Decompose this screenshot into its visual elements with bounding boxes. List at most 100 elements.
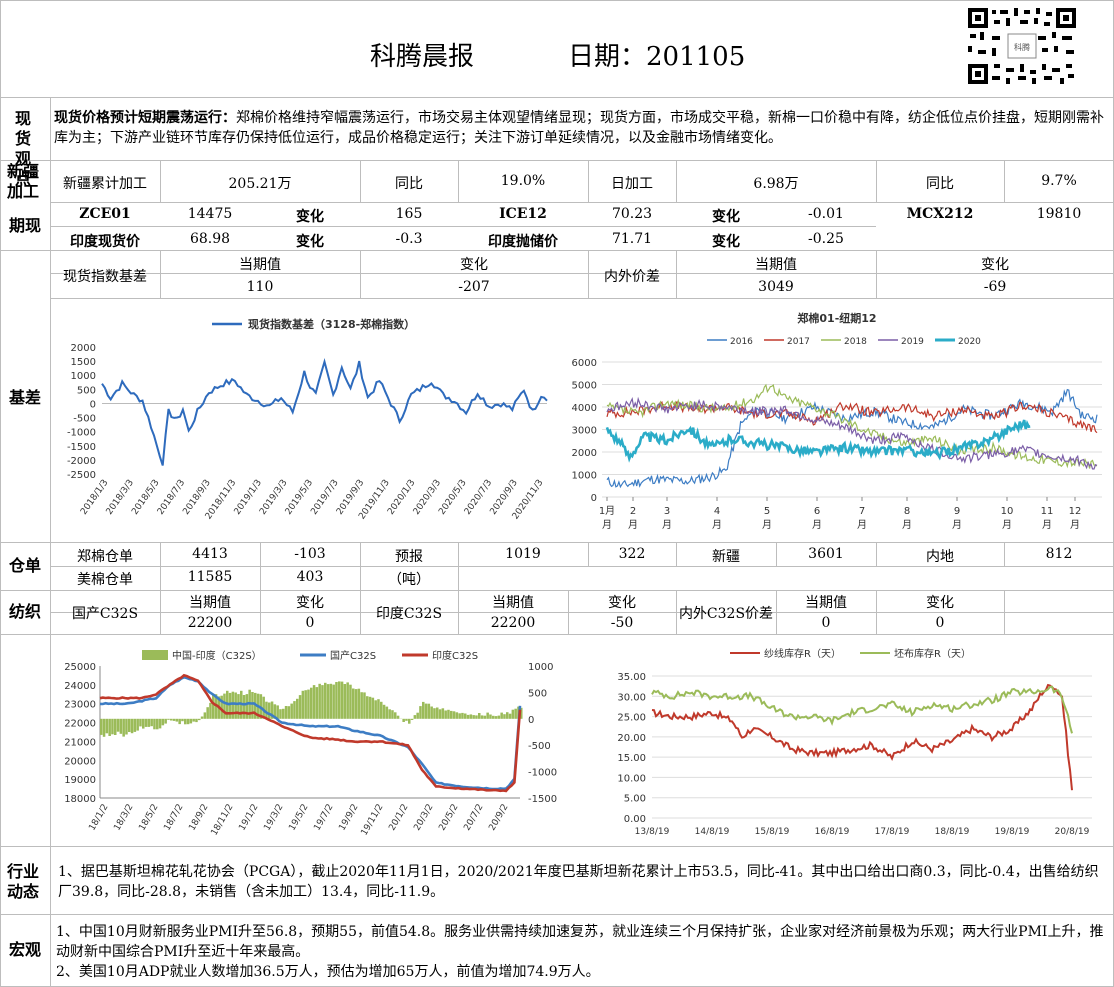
yarn-spread-bar <box>293 701 296 719</box>
basis-spot-change-header: 变化 <box>460 257 488 273</box>
yarn-spread-bar <box>469 714 473 719</box>
yarn-spread-bar <box>142 718 145 729</box>
spread-y-tick: 0 <box>591 493 597 504</box>
yarn-spread-bar <box>343 684 347 719</box>
spot-body: 郑棉价格维持窄幅震荡运行，市场交易主体观望情绪显现；现货方面，市场成交平稳，新棉… <box>54 110 1104 146</box>
yarn-spread-bar <box>461 712 464 719</box>
yarn-spread-bar <box>455 712 459 719</box>
basis-spot-current: 110 <box>246 279 274 295</box>
textile-india-label: 印度C32S <box>375 606 443 622</box>
spread-x-tick: 10 <box>1001 506 1014 517</box>
yarn-spread-bar <box>413 715 417 719</box>
yarn-spread-bar <box>108 718 111 736</box>
textile-domestic-current: 22200 <box>187 615 233 631</box>
section-label-textile: 纺织 <box>8 602 41 621</box>
yarn-spread-bar <box>172 718 176 721</box>
yarn-spread-bar <box>153 718 156 730</box>
yarn-price-chart: 中国-印度（C32S） 国产C32S 印度C32S 25000 24000 23000 22… <box>64 649 557 838</box>
basis-spread-label: 内外价差 <box>604 269 660 285</box>
warehouse-zce-label: 郑棉仓单 <box>77 549 133 565</box>
yarn-spread-bar <box>416 712 419 719</box>
inventory-chart: 纱线库存R（天） 坯布库存R（天） 35.00 30.00 25.00 20.00 15.0… <box>617 647 1092 837</box>
inventory-y-tick: 15.00 <box>617 753 646 764</box>
inventory-x-tick: 15/8/19 <box>755 827 790 837</box>
yarn-spread-bar <box>279 709 282 719</box>
yarn-spread-bar <box>318 683 321 719</box>
yarn-spread-bar <box>268 702 271 719</box>
yarn-spread-bar <box>402 718 405 722</box>
yarn-spread-bar <box>506 712 509 719</box>
yarn-spread-bar <box>494 716 498 719</box>
futures-ice12-value: 70.23 <box>611 206 653 222</box>
yarn-spread-bar <box>147 718 151 727</box>
yarn-spread-bar <box>167 718 170 720</box>
yarn-x-tick: 19/11/2 <box>360 803 386 838</box>
yarn-spread-bar <box>251 692 254 719</box>
yarn-spread-bar <box>301 690 305 719</box>
spread-x-tick-unit: 月 <box>812 519 822 531</box>
basis-spot-label: 现货指数基差 <box>63 269 147 285</box>
yarn-spread-bar <box>438 709 442 719</box>
yarn-spread-bar <box>511 709 515 719</box>
inventory-y-tick: 5.00 <box>624 794 646 805</box>
basis-chart: 现货指数基差（3128-郑棉指数） 2000 1500 1000 500 0 -500 -1… <box>67 317 548 522</box>
yarn-spread-bar <box>368 696 372 719</box>
yarn-x-tick: 18/3/2 <box>112 803 135 833</box>
yarn-spread-bar <box>195 718 198 723</box>
inventory-legend-label: 坯布库存R（天） <box>894 647 971 660</box>
yarn-x-tick: 19/1/2 <box>237 803 260 833</box>
qr-code: 科腾 <box>966 6 1078 86</box>
yarn-spread-bar <box>128 718 131 732</box>
textile-india-current: 22200 <box>490 615 536 631</box>
yarn-x-tick: 19/7/2 <box>312 803 335 833</box>
section-label-spot: 现货观点 <box>14 109 31 188</box>
section-label-warehouse: 仓单 <box>8 556 41 575</box>
yarn-spread-bar <box>394 712 397 719</box>
futures-india-reserve-value: 71.71 <box>611 231 653 247</box>
yarn-spread-bar <box>447 709 450 719</box>
warehouse-xinjiang-label: 新疆 <box>712 549 740 565</box>
yarn-legend-label: 国产C32S <box>330 649 376 662</box>
yarn-spread-bar <box>290 703 293 719</box>
yarn-spread-bar <box>422 701 425 719</box>
inventory-x-tick: 19/8/19 <box>995 827 1030 837</box>
yarn-spread-bar <box>338 681 341 719</box>
xinjiang-yoy2-label: 同比 <box>926 176 954 192</box>
basis-spot-change: -207 <box>458 279 490 295</box>
basis-spread-current-header: 当期值 <box>755 257 797 273</box>
yarn-spread-bar <box>458 713 461 719</box>
spread-series-line <box>605 419 1031 463</box>
yarn-y-tick: 19000 <box>64 775 96 786</box>
textile-india-change: -50 <box>610 615 634 631</box>
yarn-spread-bar <box>332 684 335 719</box>
basis-spot-current-header: 当期值 <box>239 257 281 273</box>
basis-spread-current: 3049 <box>758 279 794 295</box>
yarn-spread-bar <box>237 694 240 719</box>
yarn-legend-label: 中国-印度（C32S） <box>172 649 262 662</box>
inventory-y-tick: 30.00 <box>617 692 646 703</box>
futures-india-spot-change: -0.3 <box>395 231 423 247</box>
yarn-x-tick: 20/3/2 <box>412 803 435 833</box>
yarn-spread-bar <box>326 684 330 719</box>
yarn-spread-bar <box>478 713 481 719</box>
spread-x-tick: 9 <box>954 506 960 517</box>
yarn-spread-bar <box>475 715 478 719</box>
inventory-y-tick: 10.00 <box>617 773 646 784</box>
yarn-spread-bar <box>312 685 316 719</box>
futures-mcx212-label: MCX212 <box>906 206 974 222</box>
yarn-spread-bar <box>164 718 167 724</box>
yarn-spread-bar <box>503 714 506 719</box>
yarn-legend-swatch <box>142 650 168 660</box>
yarn-spread-bar <box>122 718 125 737</box>
basis-legend-label: 现货指数基差（3128-郑棉指数） <box>248 317 415 331</box>
section-label-industry: 行业动态 <box>6 862 39 901</box>
yarn-spread-bar <box>371 697 375 719</box>
yarn-spread-bar <box>175 718 179 722</box>
yarn-spread-bar <box>514 708 517 719</box>
yarn-spread-bar <box>220 695 223 719</box>
yarn-spread-bar <box>335 682 338 719</box>
basis-y-tick: -2000 <box>67 456 96 467</box>
futures-ice12-change: -0.01 <box>808 206 844 222</box>
spread-x-tick-unit: 月 <box>902 519 912 531</box>
yarn-spread-bar <box>139 718 142 727</box>
